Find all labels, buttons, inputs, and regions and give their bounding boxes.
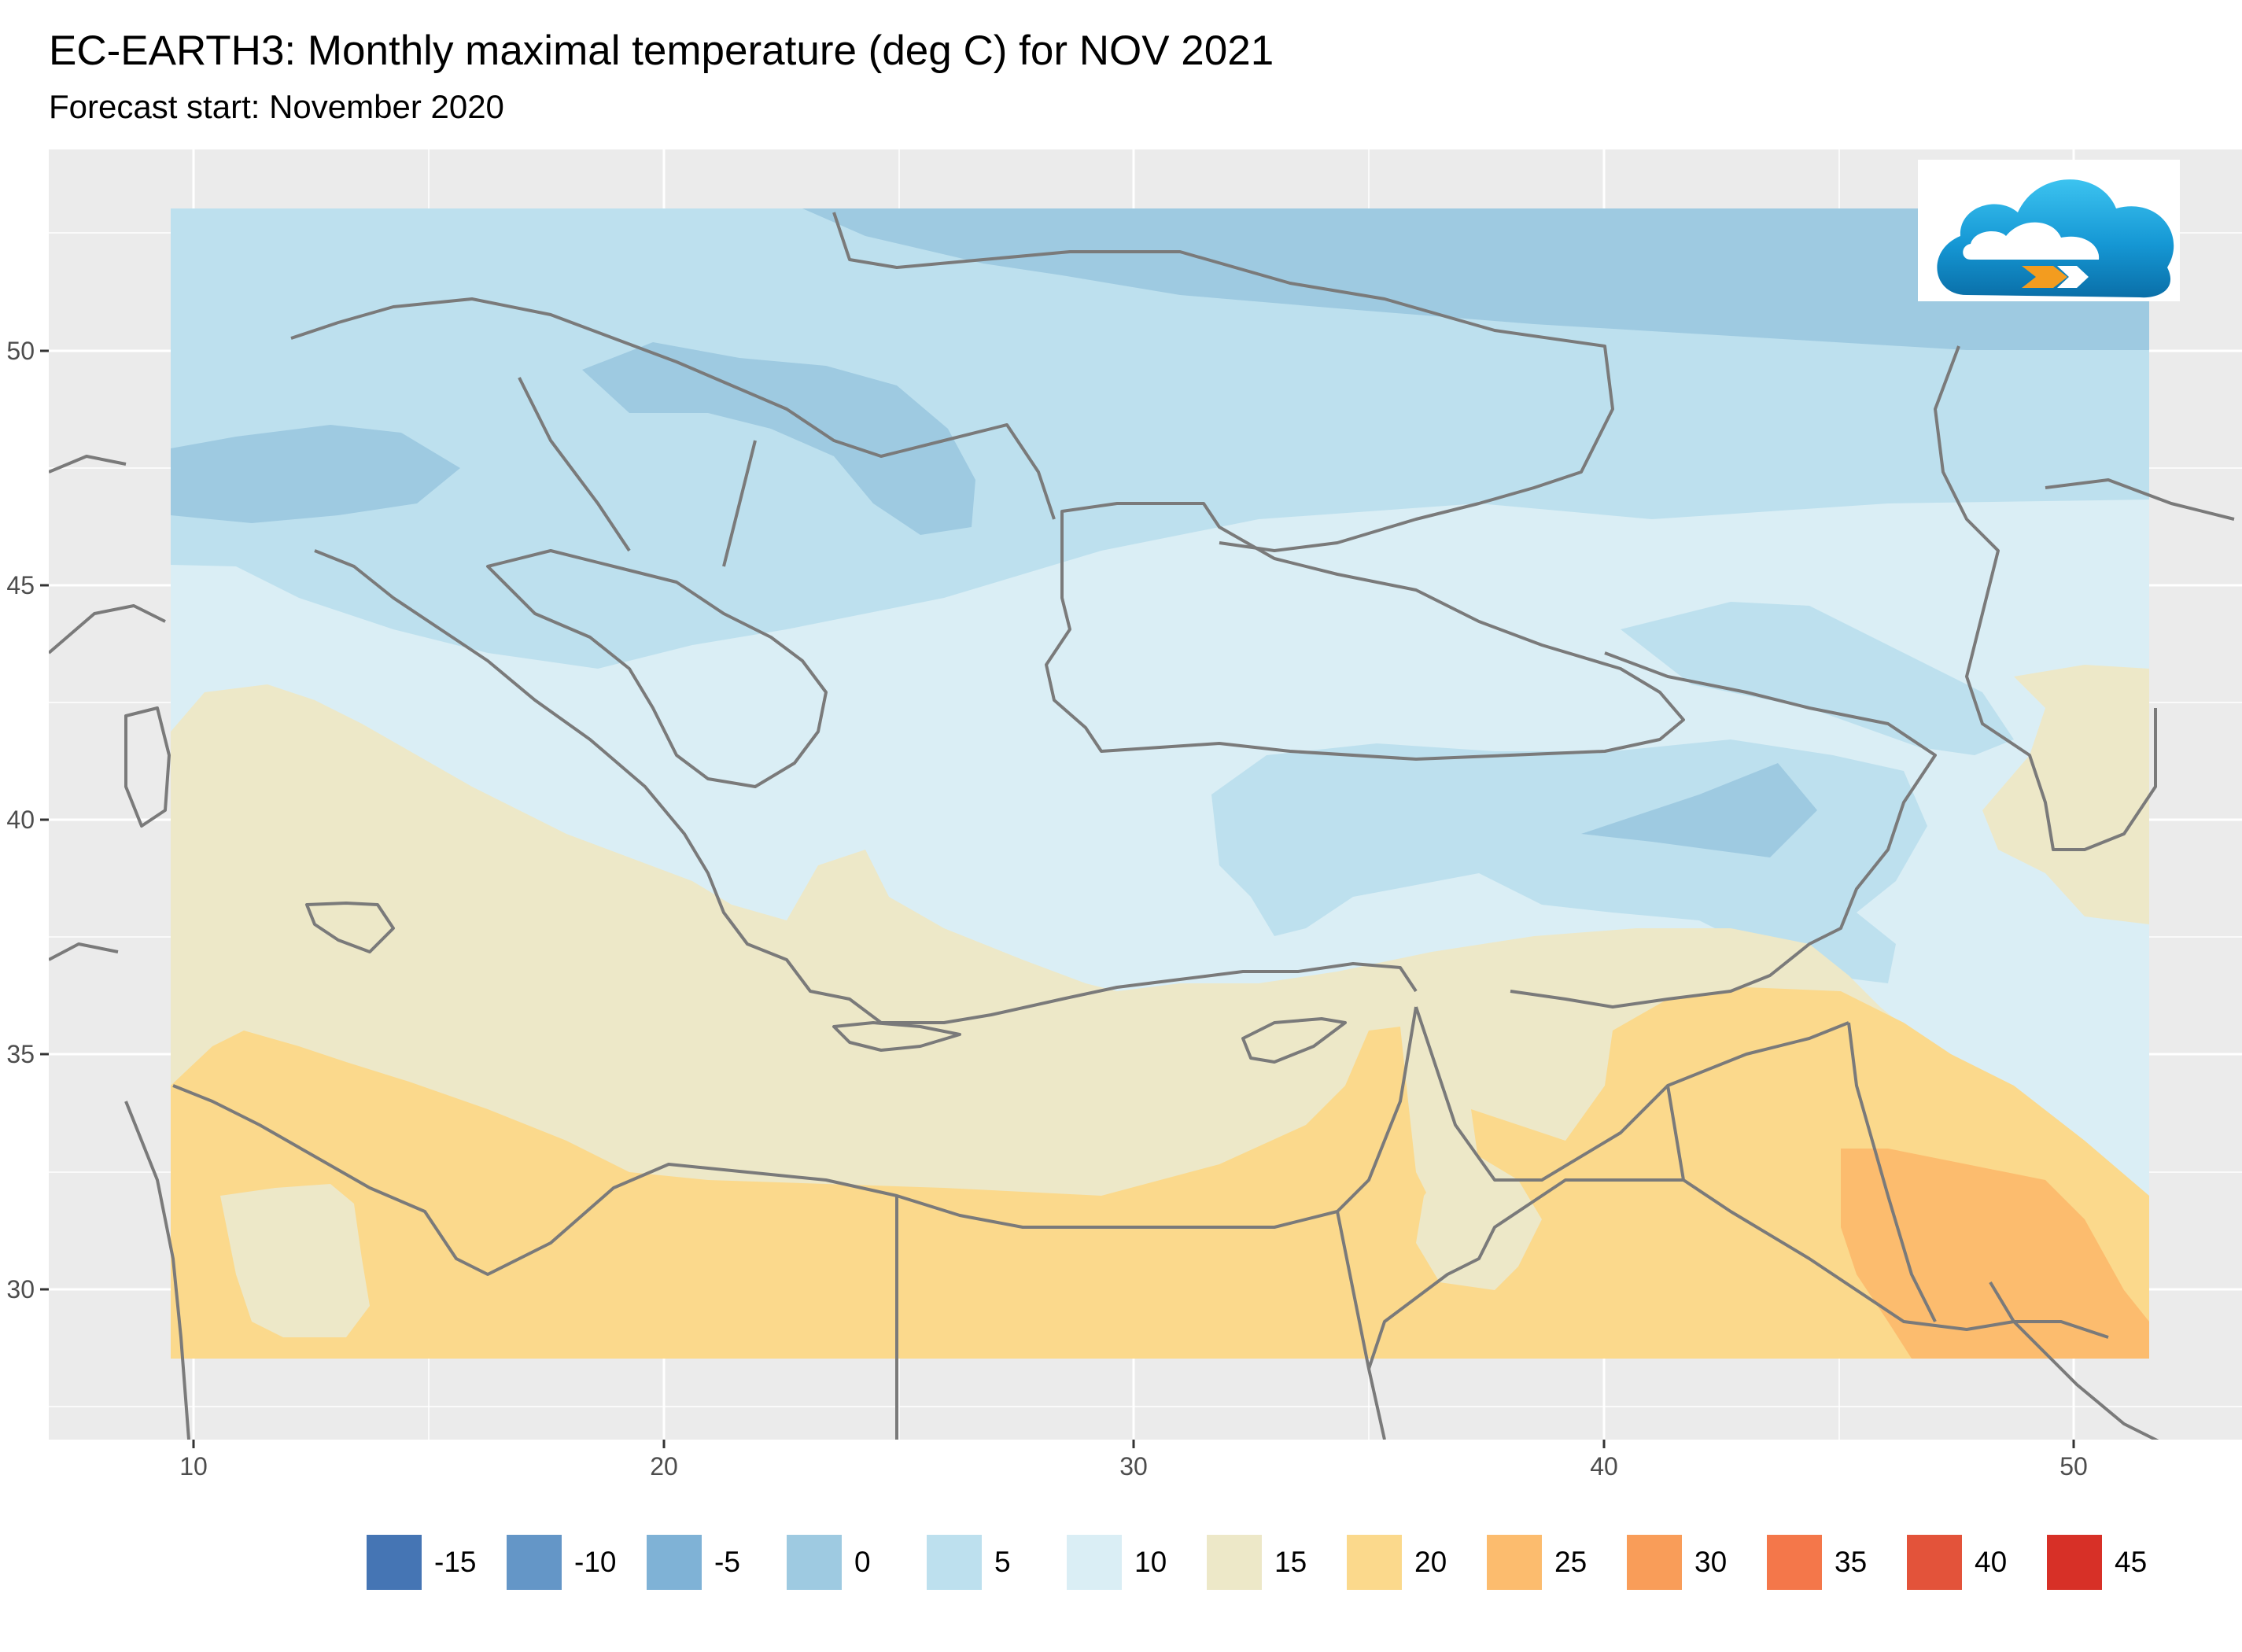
- border-egypt-libya: [895, 1196, 1386, 1440]
- y-tick-label: 30: [6, 1275, 35, 1304]
- temperature-contours: [171, 208, 2149, 1359]
- legend-item: -10: [507, 1535, 631, 1590]
- legend-label: 30: [1694, 1546, 1728, 1578]
- legend-item: 35: [1767, 1535, 1891, 1590]
- legend-label: 25: [1554, 1546, 1587, 1578]
- contour-band-0: [802, 208, 2149, 350]
- contour-band-15-libya: [220, 1184, 370, 1337]
- legend-item: 5: [927, 1535, 1051, 1590]
- contour-band-5-caucasus: [1621, 602, 2014, 755]
- coastline-persian-gulf: [1989, 1281, 2159, 1440]
- contour-band-0-alps: [171, 425, 460, 523]
- coastline-sicily: [305, 902, 395, 953]
- coastline-west: [49, 455, 190, 1440]
- legend-label: -5: [714, 1546, 740, 1578]
- legend-item: -15: [367, 1535, 491, 1590]
- x-tick-label: 20: [650, 1452, 678, 1481]
- x-axis: 10 20 30 40 50: [179, 1440, 2088, 1481]
- y-tick-label: 40: [6, 806, 35, 834]
- legend-swatch: [367, 1535, 422, 1590]
- legend-label: 40: [1975, 1546, 2008, 1578]
- x-tick-label: 50: [2059, 1452, 2088, 1481]
- color-legend: -15 -10 -5 0 5 10 15 20 25 30 35 40 45: [367, 1534, 2187, 1591]
- legend-label: 0: [854, 1546, 871, 1578]
- coastline-sardinia: [124, 706, 171, 828]
- chart-title: EC-EARTH3: Monthly maximal temperature (…: [49, 28, 1274, 74]
- legend-swatch: [787, 1535, 842, 1590]
- border-ukraine-russia: [832, 212, 1614, 552]
- legend-item: 20: [1347, 1535, 1471, 1590]
- legend-item: 45: [2047, 1535, 2171, 1590]
- coastline-crete: [832, 1021, 961, 1052]
- coastline-caspian: [1934, 345, 2235, 851]
- legend-label: 45: [2115, 1546, 2148, 1578]
- contour-band-15-east: [1982, 665, 2149, 924]
- legend-item: 40: [1907, 1535, 2031, 1590]
- chart-subtitle: Forecast start: November 2020: [49, 88, 504, 125]
- contour-band-20: [171, 987, 2149, 1359]
- coastline-adriatic-italy: [314, 549, 1418, 1024]
- contour-band-15-arabia: [1416, 1156, 1542, 1290]
- border-caucasus-turkey: [1510, 651, 1937, 1009]
- coastline-black-sea: [1045, 502, 1685, 761]
- y-axis: 50 45 40 35 30: [6, 337, 49, 1304]
- border-central-europe: [290, 297, 1056, 567]
- y-tick-label: 50: [6, 337, 35, 365]
- legend-swatch: [1767, 1535, 1822, 1590]
- y-tick-label: 45: [6, 571, 35, 599]
- contour-band-0-carpathians: [582, 342, 975, 535]
- x-tick-label: 10: [179, 1452, 208, 1481]
- legend-swatch: [1347, 1535, 1402, 1590]
- border-middle-east: [1367, 1006, 2109, 1370]
- legend-label: 10: [1134, 1546, 1167, 1578]
- legend-swatch: [1067, 1535, 1122, 1590]
- legend-swatch: [1207, 1535, 1262, 1590]
- legend-item: 10: [1067, 1535, 1191, 1590]
- legend-label: 5: [994, 1546, 1011, 1578]
- legend-swatch: [1487, 1535, 1542, 1590]
- country-borders: [49, 212, 2235, 1440]
- legend-label: 15: [1274, 1546, 1307, 1578]
- x-tick-label: 30: [1119, 1452, 1148, 1481]
- legend-item: 0: [787, 1535, 911, 1590]
- legend-item: 30: [1627, 1535, 1751, 1590]
- cloud-logo-icon: [1918, 160, 2180, 301]
- legend-item: -5: [647, 1535, 771, 1590]
- contour-band-0-anatolia: [1581, 763, 1817, 857]
- y-tick-label: 35: [6, 1040, 35, 1068]
- legend-label: -15: [434, 1546, 477, 1578]
- contour-band-25: [1841, 1149, 2149, 1359]
- legend-label: 35: [1835, 1546, 1868, 1578]
- legend-label: -10: [574, 1546, 617, 1578]
- legend-swatch: [1907, 1535, 1962, 1590]
- legend-item: 25: [1487, 1535, 1611, 1590]
- coastline-north-africa: [172, 1006, 1418, 1276]
- legend-swatch: [507, 1535, 562, 1590]
- x-tick-label: 40: [1590, 1452, 1618, 1481]
- legend-swatch: [1627, 1535, 1682, 1590]
- legend-swatch: [647, 1535, 702, 1590]
- border-balkans: [486, 549, 828, 788]
- legend-swatch: [927, 1535, 982, 1590]
- coastline-cyprus: [1241, 1017, 1347, 1064]
- legend-item: 15: [1207, 1535, 1331, 1590]
- legend-label: 20: [1414, 1546, 1447, 1578]
- legend-swatch: [2047, 1535, 2102, 1590]
